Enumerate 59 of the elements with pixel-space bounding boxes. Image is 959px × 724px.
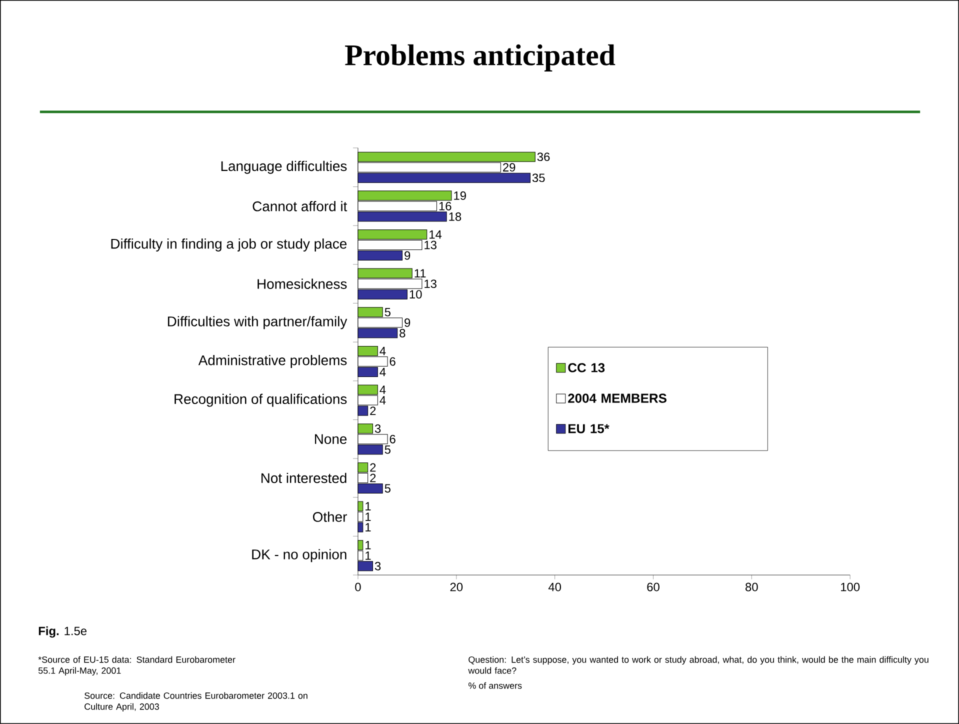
x-tick-label: 40: [548, 582, 562, 592]
data-label: 6: [390, 434, 396, 444]
data-label: 8: [400, 328, 406, 338]
data-label: 3: [374, 424, 381, 433]
text: *Source of EU-15 data: Standard Eurobarometer 55.1 April-May, 2001: [38, 656, 236, 676]
data-label: 9: [404, 251, 410, 260]
data-label: 1: [366, 512, 371, 521]
data-label: 9: [404, 318, 410, 327]
data-label: 6: [390, 357, 396, 366]
x-tick-label: 0: [355, 582, 361, 592]
data-label: 5: [384, 308, 390, 316]
data-label: 2: [370, 474, 376, 482]
data-label: 5: [384, 445, 390, 454]
x-tick-label: 60: [647, 582, 660, 592]
y-tick-label: Recognition of qualifications: [174, 394, 347, 407]
data-label: 14: [430, 230, 442, 239]
data-label: 1: [366, 552, 371, 560]
y-tick-label: Difficulty in finding a job or study place: [111, 238, 347, 252]
data-label: 11: [414, 269, 426, 278]
data-label: 13: [424, 240, 436, 250]
y-tick-label: Cannot afford it: [252, 201, 348, 212]
data-label: 1: [366, 502, 371, 510]
y-tick-label: DK - no opinion: [252, 549, 346, 562]
y-tick-label: Language difficulties: [221, 160, 347, 174]
data-label: 3: [374, 562, 381, 570]
data-label: 1: [366, 541, 371, 550]
x-tick-label: 80: [746, 582, 758, 592]
legend-label: EU 15*: [568, 424, 610, 434]
legend-label: 2004 MEMBERS: [568, 394, 666, 403]
data-label: 29: [503, 163, 516, 172]
data-label: 4: [380, 396, 386, 404]
x-tick-label: 100: [841, 582, 860, 592]
data-label: 16: [439, 202, 452, 210]
data-label: 2: [370, 406, 376, 415]
text: Fig. 1.5e: [38, 626, 87, 638]
chart-title: Problems anticipated: [345, 44, 616, 72]
data-label: 4: [380, 346, 386, 356]
data-label: 2: [370, 463, 376, 472]
data-label: 36: [537, 152, 550, 162]
data-label: 1: [366, 523, 371, 532]
y-tick-label: Not interested: [262, 472, 346, 484]
y-tick-label: Other: [312, 512, 347, 522]
source-note: Source: Candidate Countries Eurobarometer 2003.1 on Culture April, 2003: [84, 692, 308, 712]
data-label: 4: [380, 368, 386, 376]
y-tick-label: Administrative problems: [198, 354, 347, 368]
data-label: 13: [424, 280, 436, 288]
data-label: 4: [380, 386, 386, 394]
data-label: 35: [532, 174, 545, 182]
data-label: 10: [410, 290, 422, 299]
text: Question: Let’s suppose, you wanted to work or study abroad, what, do you think, would be the main difficulty you would face?: [468, 656, 928, 674]
data-label: 18: [449, 212, 462, 221]
text: % of answers: [468, 682, 522, 689]
legend-label: CC 13: [568, 363, 605, 372]
data-label: 19: [454, 191, 466, 200]
y-tick-label: Difficulties with partner/family: [168, 316, 348, 330]
x-tick-label: 20: [450, 582, 463, 592]
data-label: 5: [384, 484, 390, 493]
y-tick-label: None: [315, 434, 347, 444]
y-tick-label: Homesickness: [258, 278, 347, 289]
